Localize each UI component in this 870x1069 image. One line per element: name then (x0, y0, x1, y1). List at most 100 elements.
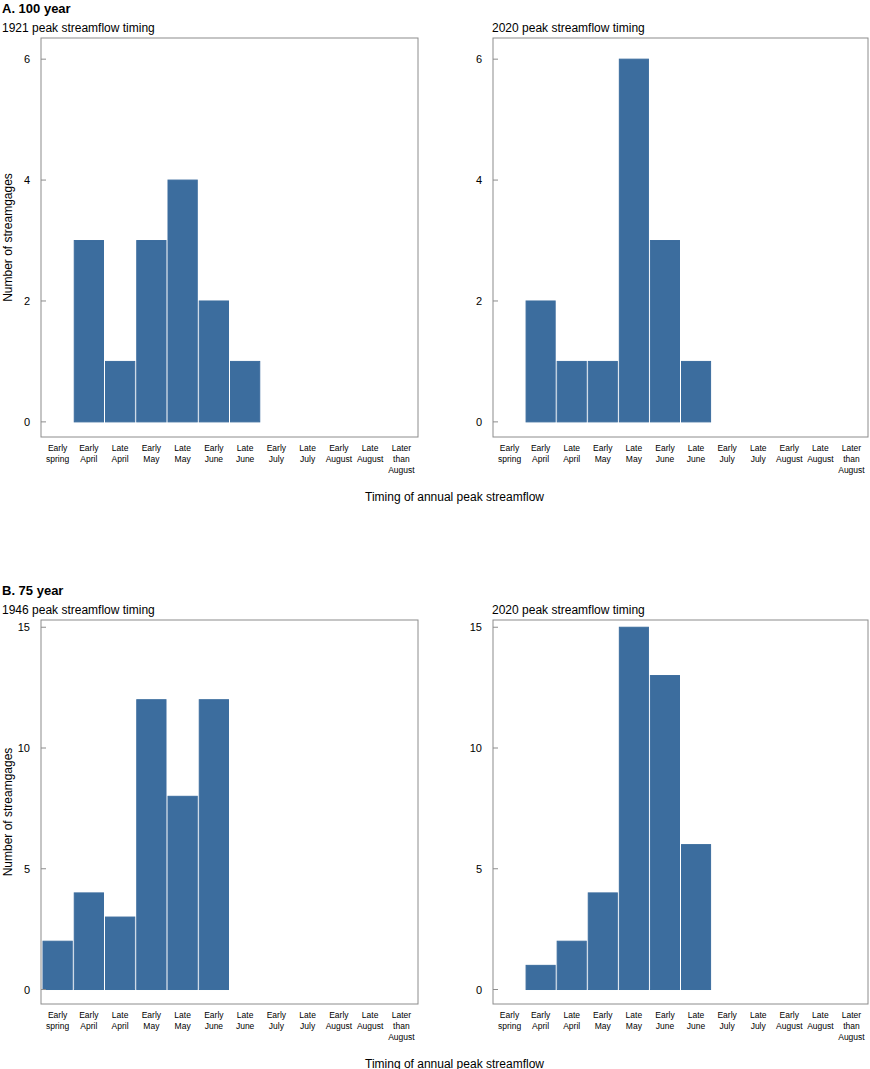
x-tick-label: EarlyMay (593, 443, 613, 464)
bar (682, 845, 711, 990)
x-tick-label: EarlyApril (79, 443, 99, 464)
x-tick-label-line: Early (267, 1010, 287, 1020)
x-tick-label-line: than (393, 1021, 410, 1031)
x-tick-label: EarlyMay (593, 1010, 613, 1031)
x-tick-label-line: Early (500, 443, 520, 453)
y-tick (493, 627, 498, 628)
x-tick-label-line: than (843, 1021, 860, 1031)
x-tick-label-line: April (532, 1021, 549, 1031)
y-tick-label: 10 (470, 742, 482, 754)
y-tick-label: 10 (18, 742, 30, 754)
panel-label: A. 100 year (2, 1, 71, 16)
bar (806, 421, 835, 422)
y-tick (493, 989, 498, 990)
bar (650, 241, 679, 422)
bar (650, 676, 679, 990)
x-tick-label: LateJune (236, 1010, 255, 1031)
bar (137, 700, 166, 990)
x-tick-label-line: July (300, 1021, 316, 1031)
x-tick-label-line: Late (174, 443, 191, 453)
x-tick-label: EarlyJune (204, 1010, 224, 1031)
y-tick-label: 15 (470, 621, 482, 633)
x-tick-label: EarlyJune (655, 1010, 675, 1031)
figure: A. 100 year1921 peak streamflow timing02… (0, 0, 870, 1069)
chart-title: 1921 peak streamflow timing (2, 21, 155, 35)
x-tick-label-line: Early (780, 443, 800, 453)
bar (387, 989, 416, 990)
x-tick-label-line: Early (655, 1010, 675, 1020)
x-tick-label-line: spring (498, 1021, 521, 1031)
bar (495, 989, 524, 990)
x-tick-label-line: Early (531, 443, 551, 453)
x-tick-label-line: August (326, 1021, 353, 1031)
bars (526, 627, 711, 989)
x-tick-label: Earlyspring (498, 443, 521, 464)
bar (137, 241, 166, 422)
bar (106, 917, 135, 989)
x-tick-label-line: June (656, 1021, 675, 1031)
bar (199, 700, 228, 990)
x-tick-label-line: Early (655, 443, 675, 453)
y-tick (493, 59, 498, 60)
x-tick-label-line: spring (498, 454, 521, 464)
x-tick-label: EarlyJuly (267, 1010, 287, 1031)
x-tick-label: LaterthanAugust (838, 443, 865, 475)
chart-panel: 2020 peak streamflow timing0246Earlyspri… (476, 21, 868, 475)
x-tick-label: LateApril (112, 443, 129, 464)
x-tick-label-line: Early (204, 1010, 224, 1020)
y-axis-label: Number of streamgages (1, 748, 15, 877)
x-tick-label: LateJuly (299, 443, 316, 464)
x-tick-label: EarlyAugust (776, 443, 803, 464)
bar (526, 301, 555, 422)
x-tick-label-line: August (776, 454, 803, 464)
y-tick-label: 15 (18, 621, 30, 633)
bar (168, 796, 197, 989)
x-tick-label-line: Later (842, 443, 862, 453)
y-tick-label: 6 (24, 53, 30, 65)
x-tick-label-line: April (532, 454, 549, 464)
x-tick-label: EarlyJuly (267, 443, 287, 464)
x-tick-label: LateApril (563, 1010, 580, 1031)
x-tick-label-line: May (143, 1021, 160, 1031)
x-tick-label-line: June (205, 454, 224, 464)
x-tick-label-line: May (626, 454, 643, 464)
x-tick-label-line: Early (593, 1010, 613, 1020)
bar (837, 989, 866, 990)
x-tick-label-line: Late (750, 443, 767, 453)
x-tick-label-line: Late (563, 443, 580, 453)
bar (231, 361, 260, 421)
y-tick-label: 4 (476, 174, 482, 186)
x-tick-label-line: June (687, 454, 706, 464)
x-tick-label-line: Early (717, 443, 737, 453)
bar (806, 989, 835, 990)
y-tick-label: 5 (24, 863, 30, 875)
x-tick-label-line: Late (563, 1010, 580, 1020)
x-tick-label-line: June (656, 454, 675, 464)
x-tick-label: LateJuly (750, 443, 767, 464)
x-tick-label-line: April (112, 1021, 129, 1031)
x-axis-label: Timing of annual peak streamflow (365, 1057, 544, 1069)
chart-title: 1946 peak streamflow timing (2, 603, 155, 617)
x-tick-label-line: Late (688, 1010, 705, 1020)
bar (43, 941, 72, 989)
y-tick (41, 180, 46, 181)
bar (837, 421, 866, 422)
x-tick-label-line: June (687, 1021, 706, 1031)
x-tick-label-line: Early (329, 443, 349, 453)
bar (557, 941, 586, 989)
x-tick-label-line: August (357, 454, 384, 464)
x-tick-label: LateMay (626, 443, 643, 464)
x-tick-label-line: Early (717, 1010, 737, 1020)
x-tick-label-line: than (393, 454, 410, 464)
x-tick-label: LateMay (626, 1010, 643, 1031)
x-tick-label-line: Late (237, 443, 254, 453)
chart-title: 2020 peak streamflow timing (492, 603, 645, 617)
bar (106, 361, 135, 421)
x-tick-label: EarlyAugust (326, 443, 353, 464)
x-tick-label-line: April (80, 1021, 97, 1031)
x-tick-label-line: Late (112, 443, 129, 453)
x-tick-label-line: Late (812, 443, 829, 453)
y-tick (493, 421, 498, 422)
x-tick-label: Earlyspring (46, 443, 69, 464)
bar (682, 361, 711, 421)
